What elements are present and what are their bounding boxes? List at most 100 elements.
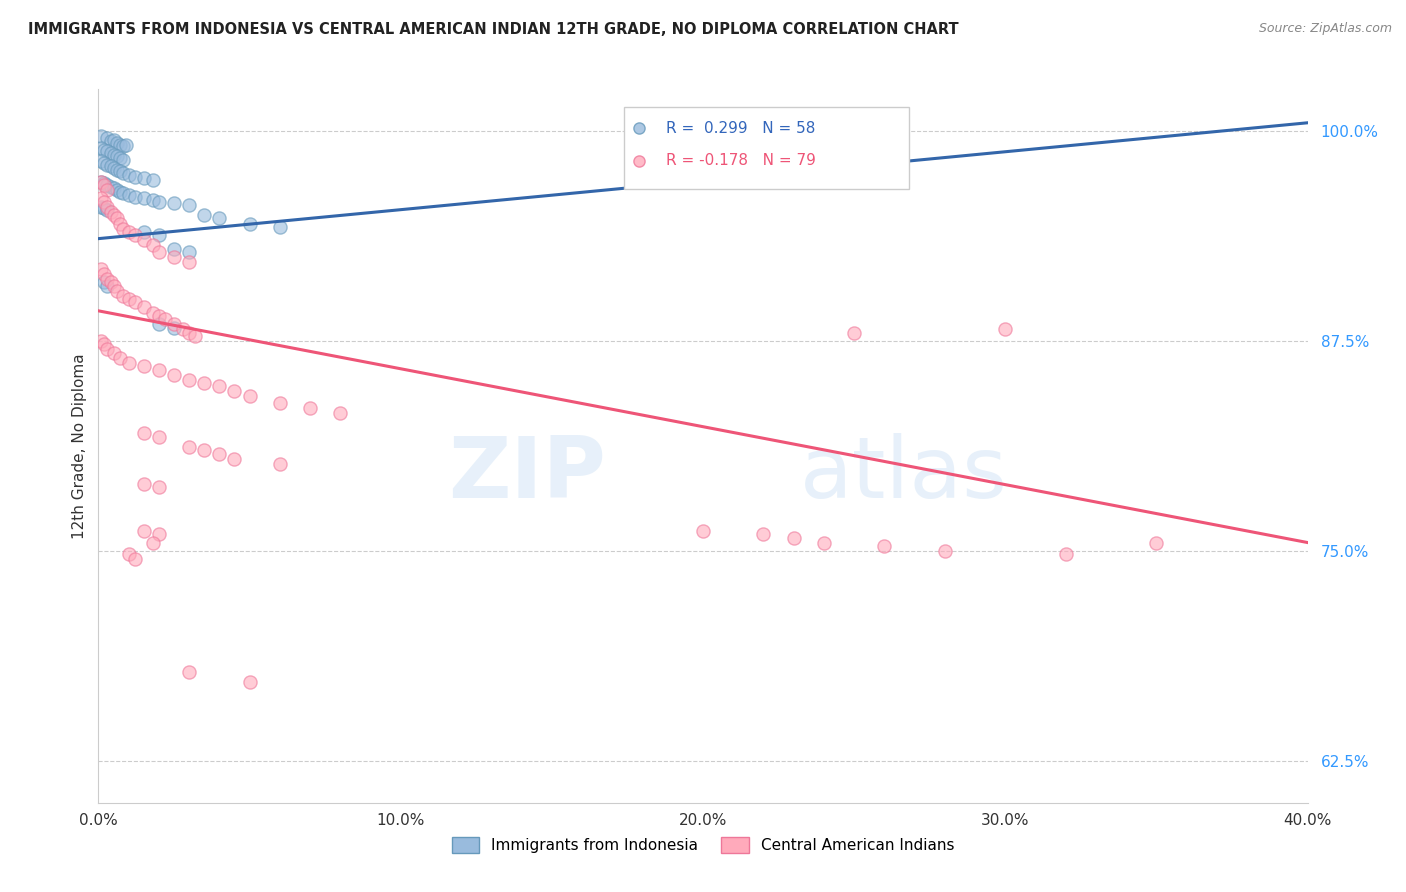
Point — [163, 242, 186, 256]
Point — [148, 194, 170, 209]
Point — [100, 146, 122, 161]
Point — [193, 208, 215, 222]
Point — [1054, 547, 1077, 561]
Point — [163, 320, 186, 334]
Point — [103, 181, 125, 195]
Point — [108, 351, 131, 365]
Point — [108, 217, 131, 231]
Point — [208, 211, 231, 226]
Point — [239, 389, 262, 403]
Point — [90, 154, 112, 169]
Point — [100, 160, 122, 174]
Point — [93, 194, 115, 209]
Point — [90, 129, 112, 144]
Point — [93, 178, 115, 192]
Point — [179, 373, 201, 387]
Text: R =  0.299   N = 58: R = 0.299 N = 58 — [665, 121, 815, 136]
Point — [96, 272, 118, 286]
Point — [148, 245, 170, 260]
Point — [90, 334, 112, 348]
Point — [269, 396, 291, 410]
Point — [100, 134, 122, 148]
Point — [239, 217, 262, 231]
Point — [118, 225, 141, 239]
Point — [224, 451, 246, 466]
Point — [132, 476, 155, 491]
Y-axis label: 12th Grade, No Diploma: 12th Grade, No Diploma — [72, 353, 87, 539]
Point — [329, 406, 352, 420]
Point — [118, 356, 141, 370]
Point — [96, 158, 118, 172]
Point — [93, 176, 115, 190]
Point — [105, 162, 128, 177]
FancyBboxPatch shape — [624, 107, 908, 189]
Point — [103, 147, 125, 161]
Point — [179, 198, 201, 212]
Point — [163, 250, 186, 264]
Point — [124, 189, 146, 203]
Text: ZIP: ZIP — [449, 433, 606, 516]
Point — [93, 156, 115, 170]
Point — [96, 178, 118, 192]
Point — [103, 161, 125, 175]
Point — [105, 211, 128, 226]
Point — [96, 203, 118, 218]
Point — [132, 171, 155, 186]
Point — [111, 139, 134, 153]
Point — [105, 284, 128, 298]
Point — [873, 539, 896, 553]
Point — [111, 186, 134, 201]
Point — [184, 329, 207, 343]
Point — [142, 193, 165, 207]
Point — [269, 457, 291, 471]
Point — [100, 204, 122, 219]
Point — [114, 137, 136, 152]
Point — [142, 238, 165, 252]
Point — [132, 426, 155, 441]
Point — [193, 376, 215, 390]
Point — [124, 169, 146, 184]
Point — [90, 191, 112, 205]
Point — [148, 318, 170, 332]
Point — [96, 145, 118, 159]
Point — [124, 295, 146, 310]
Point — [93, 337, 115, 351]
Point — [172, 322, 194, 336]
Point — [148, 527, 170, 541]
Point — [299, 401, 322, 416]
Point — [153, 312, 176, 326]
Point — [90, 261, 112, 276]
Point — [118, 168, 141, 182]
Point — [132, 191, 155, 205]
Point — [193, 443, 215, 458]
Point — [752, 527, 775, 541]
Point — [124, 552, 146, 566]
Legend: Immigrants from Indonesia, Central American Indians: Immigrants from Indonesia, Central Ameri… — [446, 831, 960, 859]
Point — [93, 275, 115, 289]
Point — [163, 368, 186, 382]
Point — [108, 185, 131, 199]
Point — [132, 233, 155, 247]
Point — [132, 301, 155, 315]
Point — [148, 362, 170, 376]
Point — [142, 173, 165, 187]
Point — [96, 131, 118, 145]
Point — [103, 278, 125, 293]
Point — [90, 200, 112, 214]
Point — [148, 430, 170, 444]
Point — [179, 245, 201, 260]
Point — [103, 208, 125, 222]
Point — [108, 151, 131, 165]
Point — [90, 141, 112, 155]
Point — [118, 547, 141, 561]
Point — [111, 166, 134, 180]
Point — [96, 200, 118, 214]
Point — [994, 322, 1017, 336]
Point — [118, 188, 141, 202]
Point — [148, 309, 170, 323]
Point — [142, 305, 165, 319]
Point — [148, 228, 170, 243]
Point — [132, 524, 155, 538]
Point — [96, 183, 118, 197]
Point — [108, 164, 131, 178]
